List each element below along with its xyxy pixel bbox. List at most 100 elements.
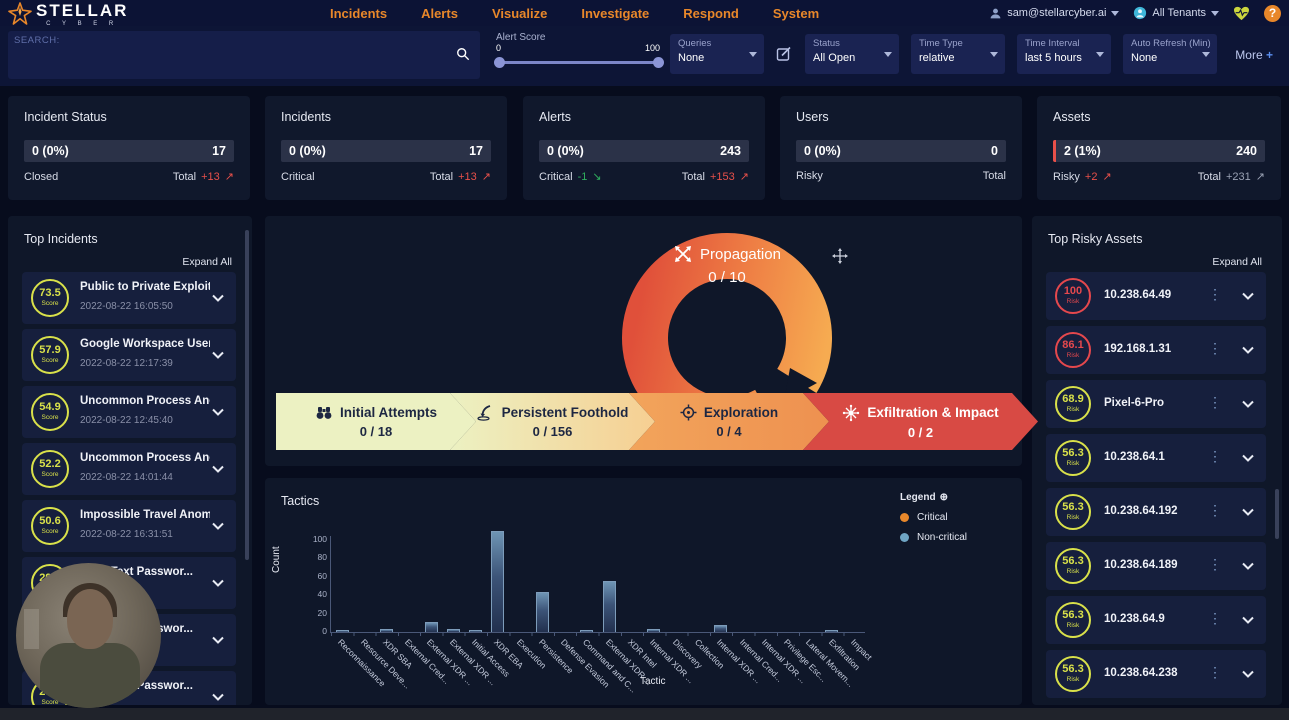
bar[interactable] — [798, 536, 820, 632]
bar[interactable] — [687, 536, 709, 632]
chevron-down-icon[interactable] — [212, 579, 224, 587]
expand-all-button[interactable]: Expand All — [1212, 256, 1262, 268]
nav-visualize[interactable]: Visualize — [491, 5, 548, 21]
slider-handle-max[interactable] — [653, 57, 664, 68]
scrollbar[interactable] — [245, 224, 249, 697]
help-icon[interactable]: ? — [1264, 4, 1281, 22]
stage-initial-attempts[interactable]: Initial Attempts 0 / 18 — [276, 393, 476, 450]
bar[interactable] — [420, 536, 442, 632]
legend-item-noncritical[interactable]: Non-critical — [900, 532, 967, 543]
bar[interactable] — [732, 536, 754, 632]
bar[interactable] — [843, 536, 865, 632]
score-value: 57.9 — [39, 344, 61, 357]
asset-row[interactable]: 56.3 Risk 10.238.64.192 ⋮ — [1046, 488, 1266, 536]
slider-handle-min[interactable] — [494, 57, 505, 68]
stage-exfiltration-impact[interactable]: Exfiltration & Impact 0 / 2 — [803, 393, 1038, 450]
bar[interactable] — [776, 536, 798, 632]
bar[interactable] — [620, 536, 642, 632]
nav-investigate[interactable]: Investigate — [581, 5, 650, 21]
nav-system[interactable]: System — [772, 5, 820, 21]
kebab-menu-icon[interactable]: ⋮ — [1208, 610, 1222, 626]
queries-dropdown[interactable]: Queries None — [670, 34, 764, 74]
bar[interactable] — [754, 536, 776, 632]
chevron-down-icon[interactable] — [1242, 616, 1254, 624]
stat-left-value: 0 (0%) — [804, 144, 841, 158]
bar[interactable] — [576, 536, 598, 632]
kebab-menu-icon[interactable]: ⋮ — [1208, 502, 1222, 518]
score-label: Score — [41, 414, 59, 422]
circle-plus-icon[interactable]: ⊕ — [939, 492, 948, 503]
asset-row[interactable]: 56.3 Risk 10.238.64.9 ⋮ — [1046, 596, 1266, 644]
bar[interactable] — [509, 536, 531, 632]
bar[interactable] — [487, 530, 509, 632]
chevron-down-icon[interactable] — [1242, 562, 1254, 570]
incident-row[interactable]: 73.5 Score Public to Private Exploit An.… — [22, 272, 236, 324]
expand-all-button[interactable]: Expand All — [182, 256, 232, 268]
incident-row[interactable]: 50.6 Score Impossible Travel Anomaly 202… — [22, 500, 236, 552]
bar[interactable] — [598, 536, 620, 632]
asset-row[interactable]: 56.3 Risk 10.238.64.189 ⋮ — [1046, 542, 1266, 590]
bar[interactable] — [643, 536, 665, 632]
bar[interactable] — [376, 536, 398, 632]
kebab-menu-icon[interactable]: ⋮ — [1208, 340, 1222, 356]
kebab-menu-icon[interactable]: ⋮ — [1208, 664, 1222, 680]
chevron-down-icon[interactable] — [1242, 346, 1254, 354]
bar[interactable] — [465, 536, 487, 632]
bar[interactable] — [398, 536, 420, 632]
nav-alerts[interactable]: Alerts — [421, 5, 458, 21]
legend-item-critical[interactable]: Critical — [900, 512, 967, 523]
user-menu[interactable]: sam@stellarcyber.ai — [989, 7, 1120, 20]
edit-query-icon[interactable] — [776, 46, 792, 62]
bar[interactable] — [331, 536, 353, 632]
asset-row[interactable]: 56.3 Risk 10.238.64.1 ⋮ — [1046, 434, 1266, 482]
kebab-menu-icon[interactable]: ⋮ — [1208, 394, 1222, 410]
kebab-menu-icon[interactable]: ⋮ — [1208, 286, 1222, 302]
time-interval-dropdown[interactable]: Time Interval last 5 hours — [1017, 34, 1111, 74]
tenant-menu[interactable]: All Tenants — [1133, 6, 1219, 20]
more-filters-button[interactable]: More + — [1235, 48, 1273, 62]
bar[interactable] — [531, 536, 553, 632]
stage-exploration[interactable]: Exploration 0 / 4 — [629, 393, 829, 450]
status-dropdown[interactable]: Status All Open — [805, 34, 899, 74]
nav-incidents[interactable]: Incidents — [330, 5, 388, 21]
bar[interactable] — [665, 536, 687, 632]
chevron-down-icon[interactable] — [212, 693, 224, 701]
chevron-down-icon[interactable] — [1242, 508, 1254, 516]
chevron-down-icon[interactable] — [212, 351, 224, 359]
kebab-menu-icon[interactable]: ⋮ — [1208, 448, 1222, 464]
move-handle-icon[interactable] — [832, 248, 848, 264]
stat-right-label: Total — [1197, 170, 1221, 183]
time-type-dropdown[interactable]: Time Type relative — [911, 34, 1005, 74]
chevron-down-icon[interactable] — [212, 465, 224, 473]
auto-refresh-dropdown[interactable]: Auto Refresh (Min) None — [1123, 34, 1217, 74]
search-icon[interactable] — [456, 47, 470, 61]
asset-row[interactable]: 68.9 Risk Pixel-6-Pro ⋮ — [1046, 380, 1266, 428]
chevron-down-icon[interactable] — [1242, 400, 1254, 408]
bar[interactable] — [709, 536, 731, 632]
chevron-down-icon[interactable] — [212, 408, 224, 416]
asset-row[interactable]: 56.3 Risk 10.238.64.238 ⋮ — [1046, 650, 1266, 698]
search-input[interactable]: SEARCH: — [8, 31, 480, 79]
stage-count: 0 / 156 — [532, 423, 573, 439]
chevron-down-icon[interactable] — [1242, 292, 1254, 300]
scrollbar[interactable] — [1275, 224, 1279, 697]
alert-score-slider[interactable] — [494, 57, 664, 68]
health-heart-icon[interactable] — [1233, 6, 1250, 21]
bar[interactable] — [554, 536, 576, 632]
chevron-down-icon[interactable] — [1242, 454, 1254, 462]
bar[interactable] — [442, 536, 464, 632]
asset-row[interactable]: 86.1 Risk 192.168.1.31 ⋮ — [1046, 326, 1266, 374]
incident-row[interactable]: 57.9 Score Google Workspace User Su... 2… — [22, 329, 236, 381]
chevron-down-icon[interactable] — [212, 294, 224, 302]
asset-row[interactable]: 100 Risk 10.238.64.49 ⋮ — [1046, 272, 1266, 320]
chevron-down-icon[interactable] — [1242, 670, 1254, 678]
chevron-down-icon[interactable] — [212, 636, 224, 644]
incident-row[interactable]: 52.2 Score Uncommon Process Anom... 2022… — [22, 443, 236, 495]
kebab-menu-icon[interactable]: ⋮ — [1208, 556, 1222, 572]
bar[interactable] — [821, 536, 843, 632]
chevron-down-icon[interactable] — [212, 522, 224, 530]
stage-persistent-foothold[interactable]: Persistent Foothold 0 / 156 — [450, 393, 655, 450]
nav-respond[interactable]: Respond — [683, 5, 739, 21]
bar[interactable] — [353, 536, 375, 632]
incident-row[interactable]: 54.9 Score Uncommon Process Anom... 2022… — [22, 386, 236, 438]
